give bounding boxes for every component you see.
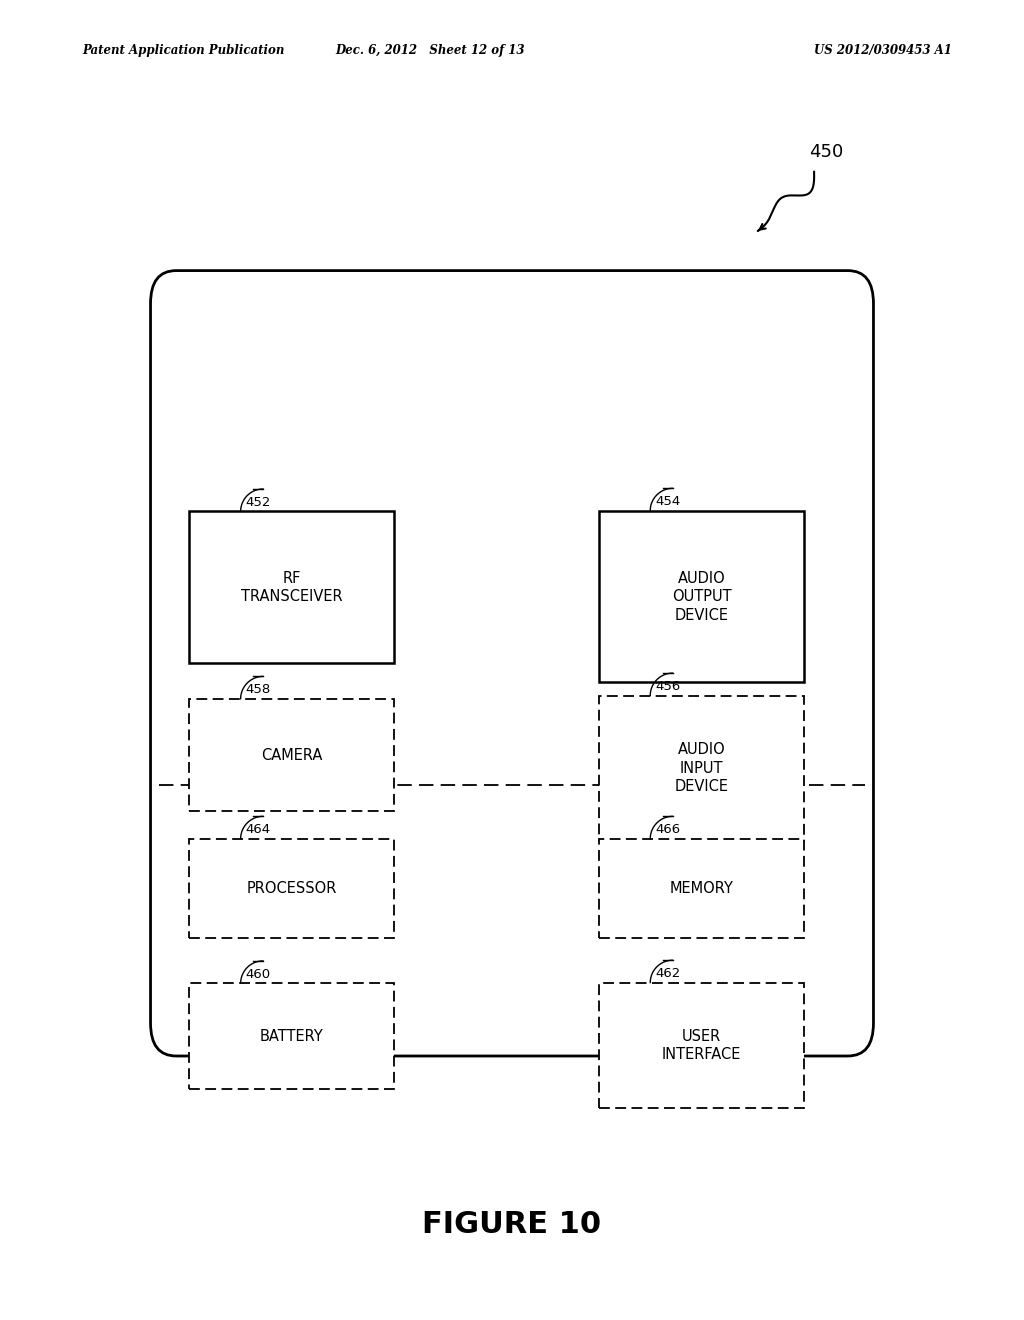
Text: US 2012/0309453 A1: US 2012/0309453 A1 [814, 44, 952, 57]
FancyBboxPatch shape [189, 840, 394, 937]
Text: USER
INTERFACE: USER INTERFACE [662, 1028, 741, 1063]
Text: 458: 458 [246, 684, 271, 697]
Text: 466: 466 [655, 824, 681, 837]
Text: Patent Application Publication: Patent Application Publication [82, 44, 285, 57]
Text: 456: 456 [655, 680, 681, 693]
Text: AUDIO
INPUT
DEVICE: AUDIO INPUT DEVICE [675, 742, 728, 795]
Text: 452: 452 [246, 496, 271, 508]
Text: 460: 460 [246, 968, 271, 981]
Text: 450: 450 [809, 143, 843, 161]
Text: 464: 464 [246, 824, 271, 837]
FancyBboxPatch shape [599, 982, 804, 1109]
Text: MEMORY: MEMORY [670, 880, 733, 896]
Text: 454: 454 [655, 495, 681, 508]
Text: Dec. 6, 2012   Sheet 12 of 13: Dec. 6, 2012 Sheet 12 of 13 [335, 44, 525, 57]
FancyBboxPatch shape [599, 511, 804, 682]
Text: RF
TRANSCEIVER: RF TRANSCEIVER [241, 570, 343, 605]
Text: FIGURE 10: FIGURE 10 [423, 1210, 601, 1239]
FancyBboxPatch shape [189, 983, 394, 1089]
FancyBboxPatch shape [189, 700, 394, 810]
FancyBboxPatch shape [189, 511, 394, 663]
Text: CAMERA: CAMERA [261, 747, 323, 763]
FancyBboxPatch shape [151, 271, 873, 1056]
Text: 462: 462 [655, 968, 681, 979]
Text: AUDIO
OUTPUT
DEVICE: AUDIO OUTPUT DEVICE [672, 570, 731, 623]
Text: BATTERY: BATTERY [260, 1028, 324, 1044]
FancyBboxPatch shape [599, 696, 804, 841]
FancyBboxPatch shape [599, 840, 804, 937]
Text: PROCESSOR: PROCESSOR [247, 880, 337, 896]
